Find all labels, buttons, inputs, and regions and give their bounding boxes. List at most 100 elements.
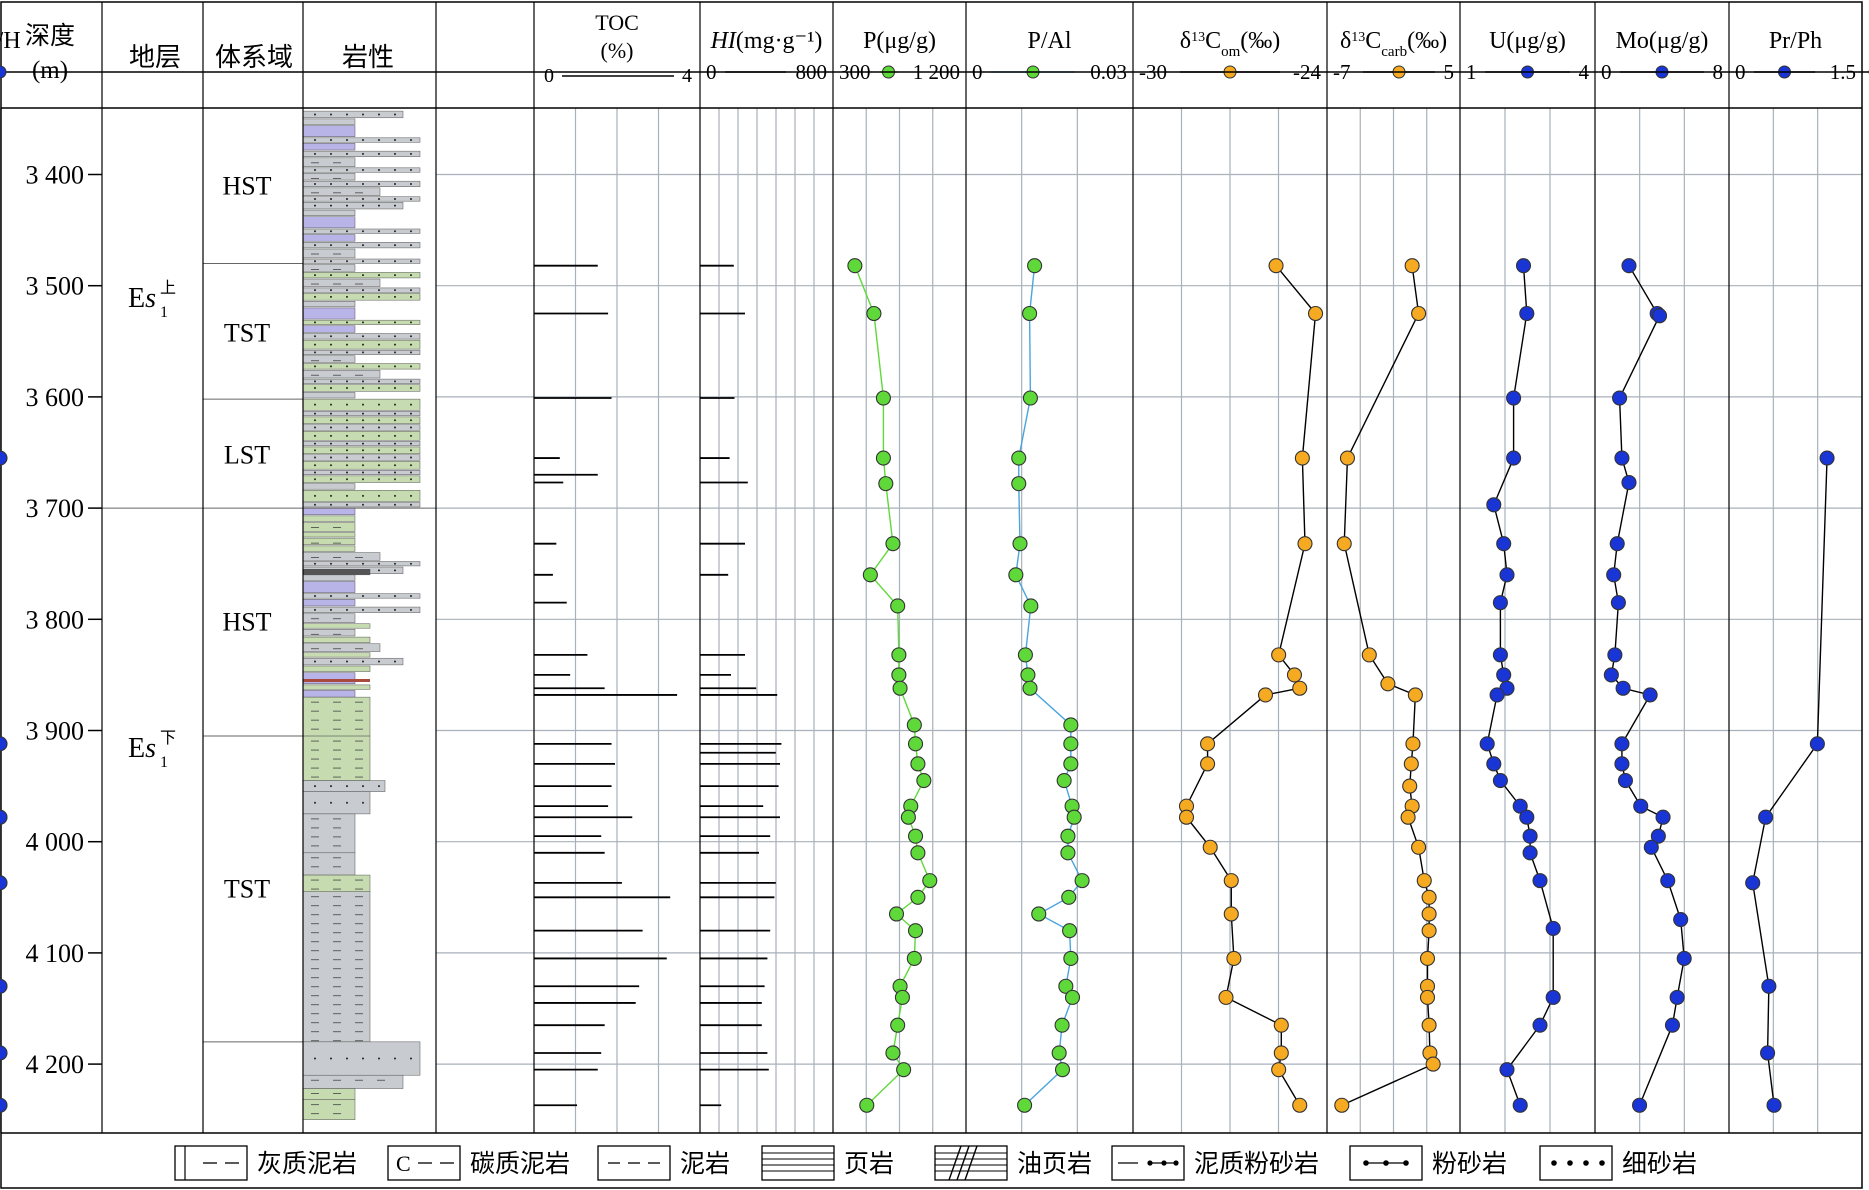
lithology-dot [394,343,396,346]
lithology-dot [378,449,380,452]
data-point-pal [1011,476,1027,492]
lithology-dot [330,478,332,481]
lithology-dot [346,197,348,200]
data-point-p [866,305,882,322]
lithology-dot [378,562,380,565]
track-pal [1008,258,1090,1113]
lithology-dot [314,449,316,452]
lithology-dot [314,456,316,459]
lithology-dot [330,562,332,565]
data-point-pal [1062,923,1078,939]
data-point-pal [1022,305,1038,322]
lithology-dot [314,471,316,474]
data-point-c13carb [1407,687,1423,703]
lithology-bed [302,411,421,417]
data-point-pal [1022,390,1038,406]
lithology-bed [302,264,356,272]
lithology-dot [410,426,412,429]
legend-label: 碳质泥岩 [470,1150,570,1178]
track-header-c13carb: δ13Ccarb(‰)-7 5 [1333,28,1454,84]
lithology-bed [302,125,356,137]
legend-pattern [956,1145,970,1181]
lithology-dot [346,562,348,565]
data-point-gh [0,450,8,466]
data-point-prph [1809,736,1825,752]
lithology-dot [378,785,380,788]
data-point-c13om [1218,989,1234,1005]
lithology-dot [346,274,348,277]
data-point-mo [1607,647,1623,663]
lithology-dot [330,274,332,277]
lithology-dot [394,594,396,597]
lithology-bed [302,287,421,293]
systems-tract-header: 体系域 [215,43,293,72]
data-point-p [910,889,926,905]
lithology-bed [302,431,421,441]
series-line-u [1486,265,1554,1106]
lithology-bed [302,461,421,470]
lithology-dot [394,660,396,663]
data-point-c13om [1200,756,1216,772]
track-header-prph: Pr/Ph0 1.5 [1735,28,1856,84]
data-point-u [1479,736,1495,752]
lithology-dot [346,321,348,324]
lithology-dot [362,113,364,116]
data-point-mo [1650,828,1666,844]
track-header-p: P(μg/g)300 1 200 [839,28,960,84]
systems-tract-label: HST [222,608,271,637]
lithology-dot [346,230,348,233]
lithology-dot [378,169,380,172]
data-point-mo [1660,873,1676,889]
lithology-dot [410,494,412,497]
lithology-bed [302,319,421,325]
lithology-bed [302,301,356,308]
lithology-dot [410,1057,412,1060]
lithology-dot [314,801,316,804]
lithology-dot [362,244,364,247]
legend-pattern [1599,1160,1605,1166]
track-header-unit: (%) [601,38,634,63]
lithology-bed [302,652,371,658]
series-line-prph [1751,458,1828,1106]
data-point-c13om [1286,667,1303,683]
lithology-dot [410,343,412,346]
lithology-dot [410,244,412,247]
lithology-dot [394,295,396,298]
data-point-pal [1066,809,1082,825]
depth-axis-title-line1: 深度 [25,22,75,50]
lithology-dot [394,449,396,452]
lithology-bed [302,852,356,876]
track-hi [700,264,782,1107]
lithology-dot [362,1057,364,1060]
lithology-dot [410,335,412,338]
lithology-column-layer [302,110,421,1120]
lithology-dot [346,449,348,452]
lithology-dot [378,274,380,277]
lithology-dot [330,464,332,467]
lithology-dot [378,1057,380,1060]
lithology-dot [330,426,332,429]
lithology-bed [302,672,356,685]
lithology-dot [314,204,316,207]
lithology-dot [330,594,332,597]
lithology-dot [330,419,332,422]
data-point-c13om [1271,1062,1287,1078]
lithology-dot [362,321,364,324]
lithology-dot [314,419,316,422]
track-prph [1745,450,1835,1113]
lithology-dot [394,503,396,506]
lithology-dot [330,456,332,459]
lithology-dot [362,426,364,429]
lithology-bed [302,657,404,666]
lithology-dot [394,464,396,467]
lithology-dot [330,230,332,233]
data-point-mo [1617,772,1633,789]
lithology-dot [362,478,364,481]
lithology-dot [362,419,364,422]
systems-tract-label: LST [224,441,270,470]
lithology-dot [314,182,316,185]
lithology-dot [314,412,316,415]
lithology-dot [410,503,412,506]
data-point-u [1499,1062,1515,1078]
lithology-dot [314,494,316,497]
